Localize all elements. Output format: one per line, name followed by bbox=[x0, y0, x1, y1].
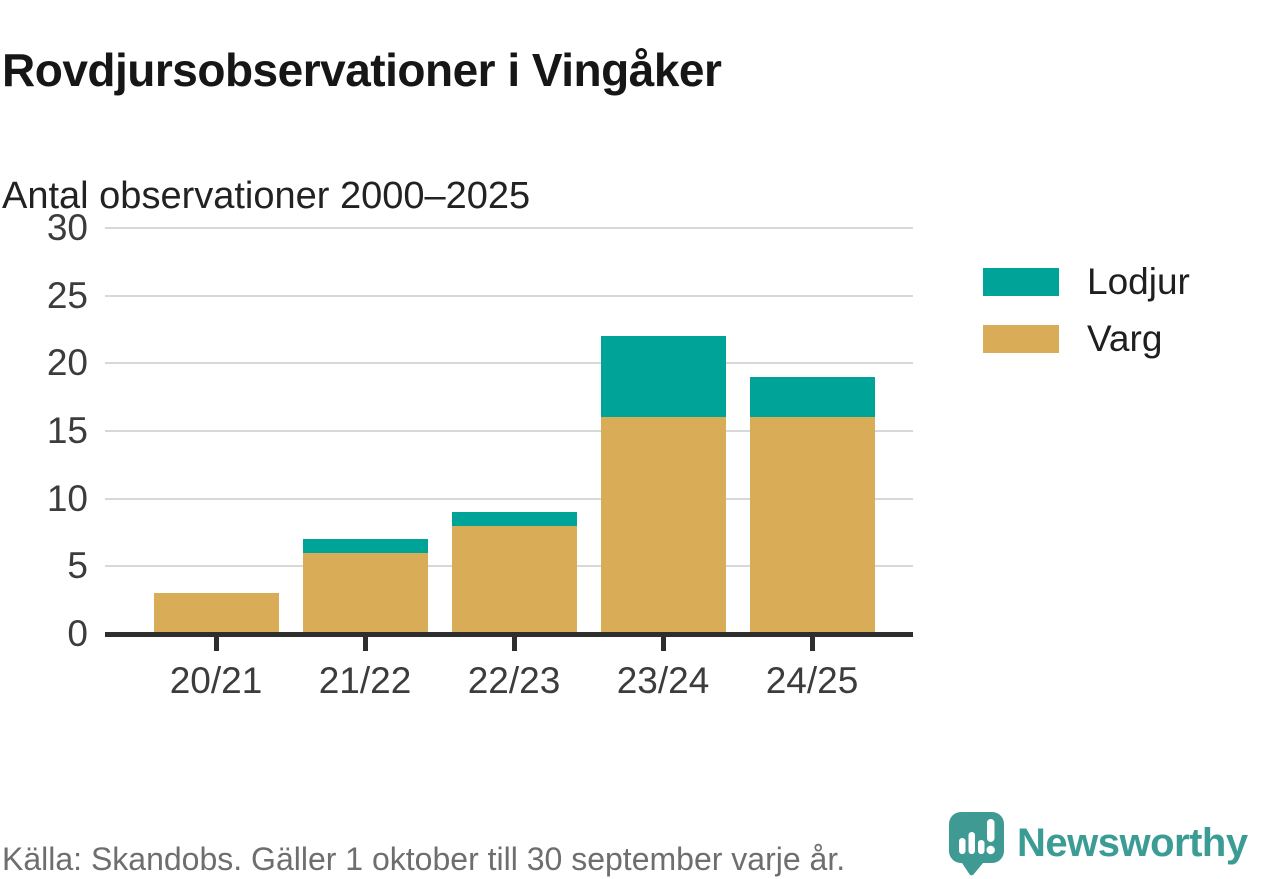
x-axis-tick-mark bbox=[363, 637, 368, 651]
y-axis-tick-label: 25 bbox=[46, 274, 88, 316]
bar-segment-varg bbox=[600, 417, 726, 634]
y-axis-tick-label: 30 bbox=[46, 207, 88, 248]
legend-item-varg: Varg bbox=[983, 318, 1190, 359]
y-axis-tick-label: 5 bbox=[67, 545, 88, 587]
x-axis-tick-label: 23/24 bbox=[616, 660, 710, 701]
legend-swatch-varg bbox=[983, 325, 1059, 353]
x-axis-tick-mark bbox=[810, 637, 815, 651]
gridline bbox=[105, 362, 913, 365]
gridline bbox=[105, 430, 913, 432]
chart-subtitle: Antal observationer 2000–2025 bbox=[2, 174, 531, 217]
bar-segment-varg bbox=[749, 417, 875, 634]
gridline bbox=[105, 497, 913, 500]
x-axis-tick-label: 22/23 bbox=[467, 660, 561, 701]
legend-label: Lodjur bbox=[1087, 261, 1190, 302]
bar-segment-varg bbox=[302, 552, 428, 634]
y-axis-tick-label: 0 bbox=[67, 613, 88, 654]
gridline bbox=[105, 227, 913, 229]
legend-swatch-lodjur bbox=[983, 268, 1059, 296]
gridline bbox=[105, 294, 913, 297]
x-axis-tick-label: 20/21 bbox=[169, 660, 263, 701]
bar-segment-lodjur bbox=[600, 336, 726, 418]
y-axis-tick-label: 20 bbox=[46, 342, 88, 384]
bar-segment-varg bbox=[153, 593, 279, 634]
legend-label: Varg bbox=[1087, 318, 1163, 359]
bar-segment-lodjur bbox=[749, 376, 875, 418]
bar-segment-lodjur bbox=[451, 512, 577, 526]
bar-segment-varg bbox=[451, 525, 577, 634]
y-axis-tick-label: 10 bbox=[46, 477, 88, 519]
x-axis-tick-mark bbox=[661, 637, 666, 651]
x-axis-tick-mark bbox=[512, 637, 517, 651]
chart-title: Rovdjursobservationer i Vingåker bbox=[2, 43, 722, 96]
bar-segment-lodjur bbox=[302, 539, 428, 553]
source-note: Källa: Skandobs. Gäller 1 oktober till 3… bbox=[2, 841, 846, 877]
newsworthy-logo-icon bbox=[949, 812, 1004, 876]
x-axis-tick-label: 24/25 bbox=[765, 660, 859, 701]
x-axis-line bbox=[105, 632, 913, 637]
newsworthy-wordmark: Newsworthy bbox=[1017, 821, 1248, 865]
legend-item-lodjur: Lodjur bbox=[983, 261, 1190, 302]
y-axis-tick-label: 15 bbox=[46, 410, 88, 451]
newsworthy-logo: Newsworthy bbox=[948, 811, 1248, 876]
x-axis-tick-label: 21/22 bbox=[318, 660, 412, 701]
x-axis-tick-mark bbox=[214, 637, 219, 651]
legend: Lodjur Varg bbox=[983, 261, 1190, 382]
